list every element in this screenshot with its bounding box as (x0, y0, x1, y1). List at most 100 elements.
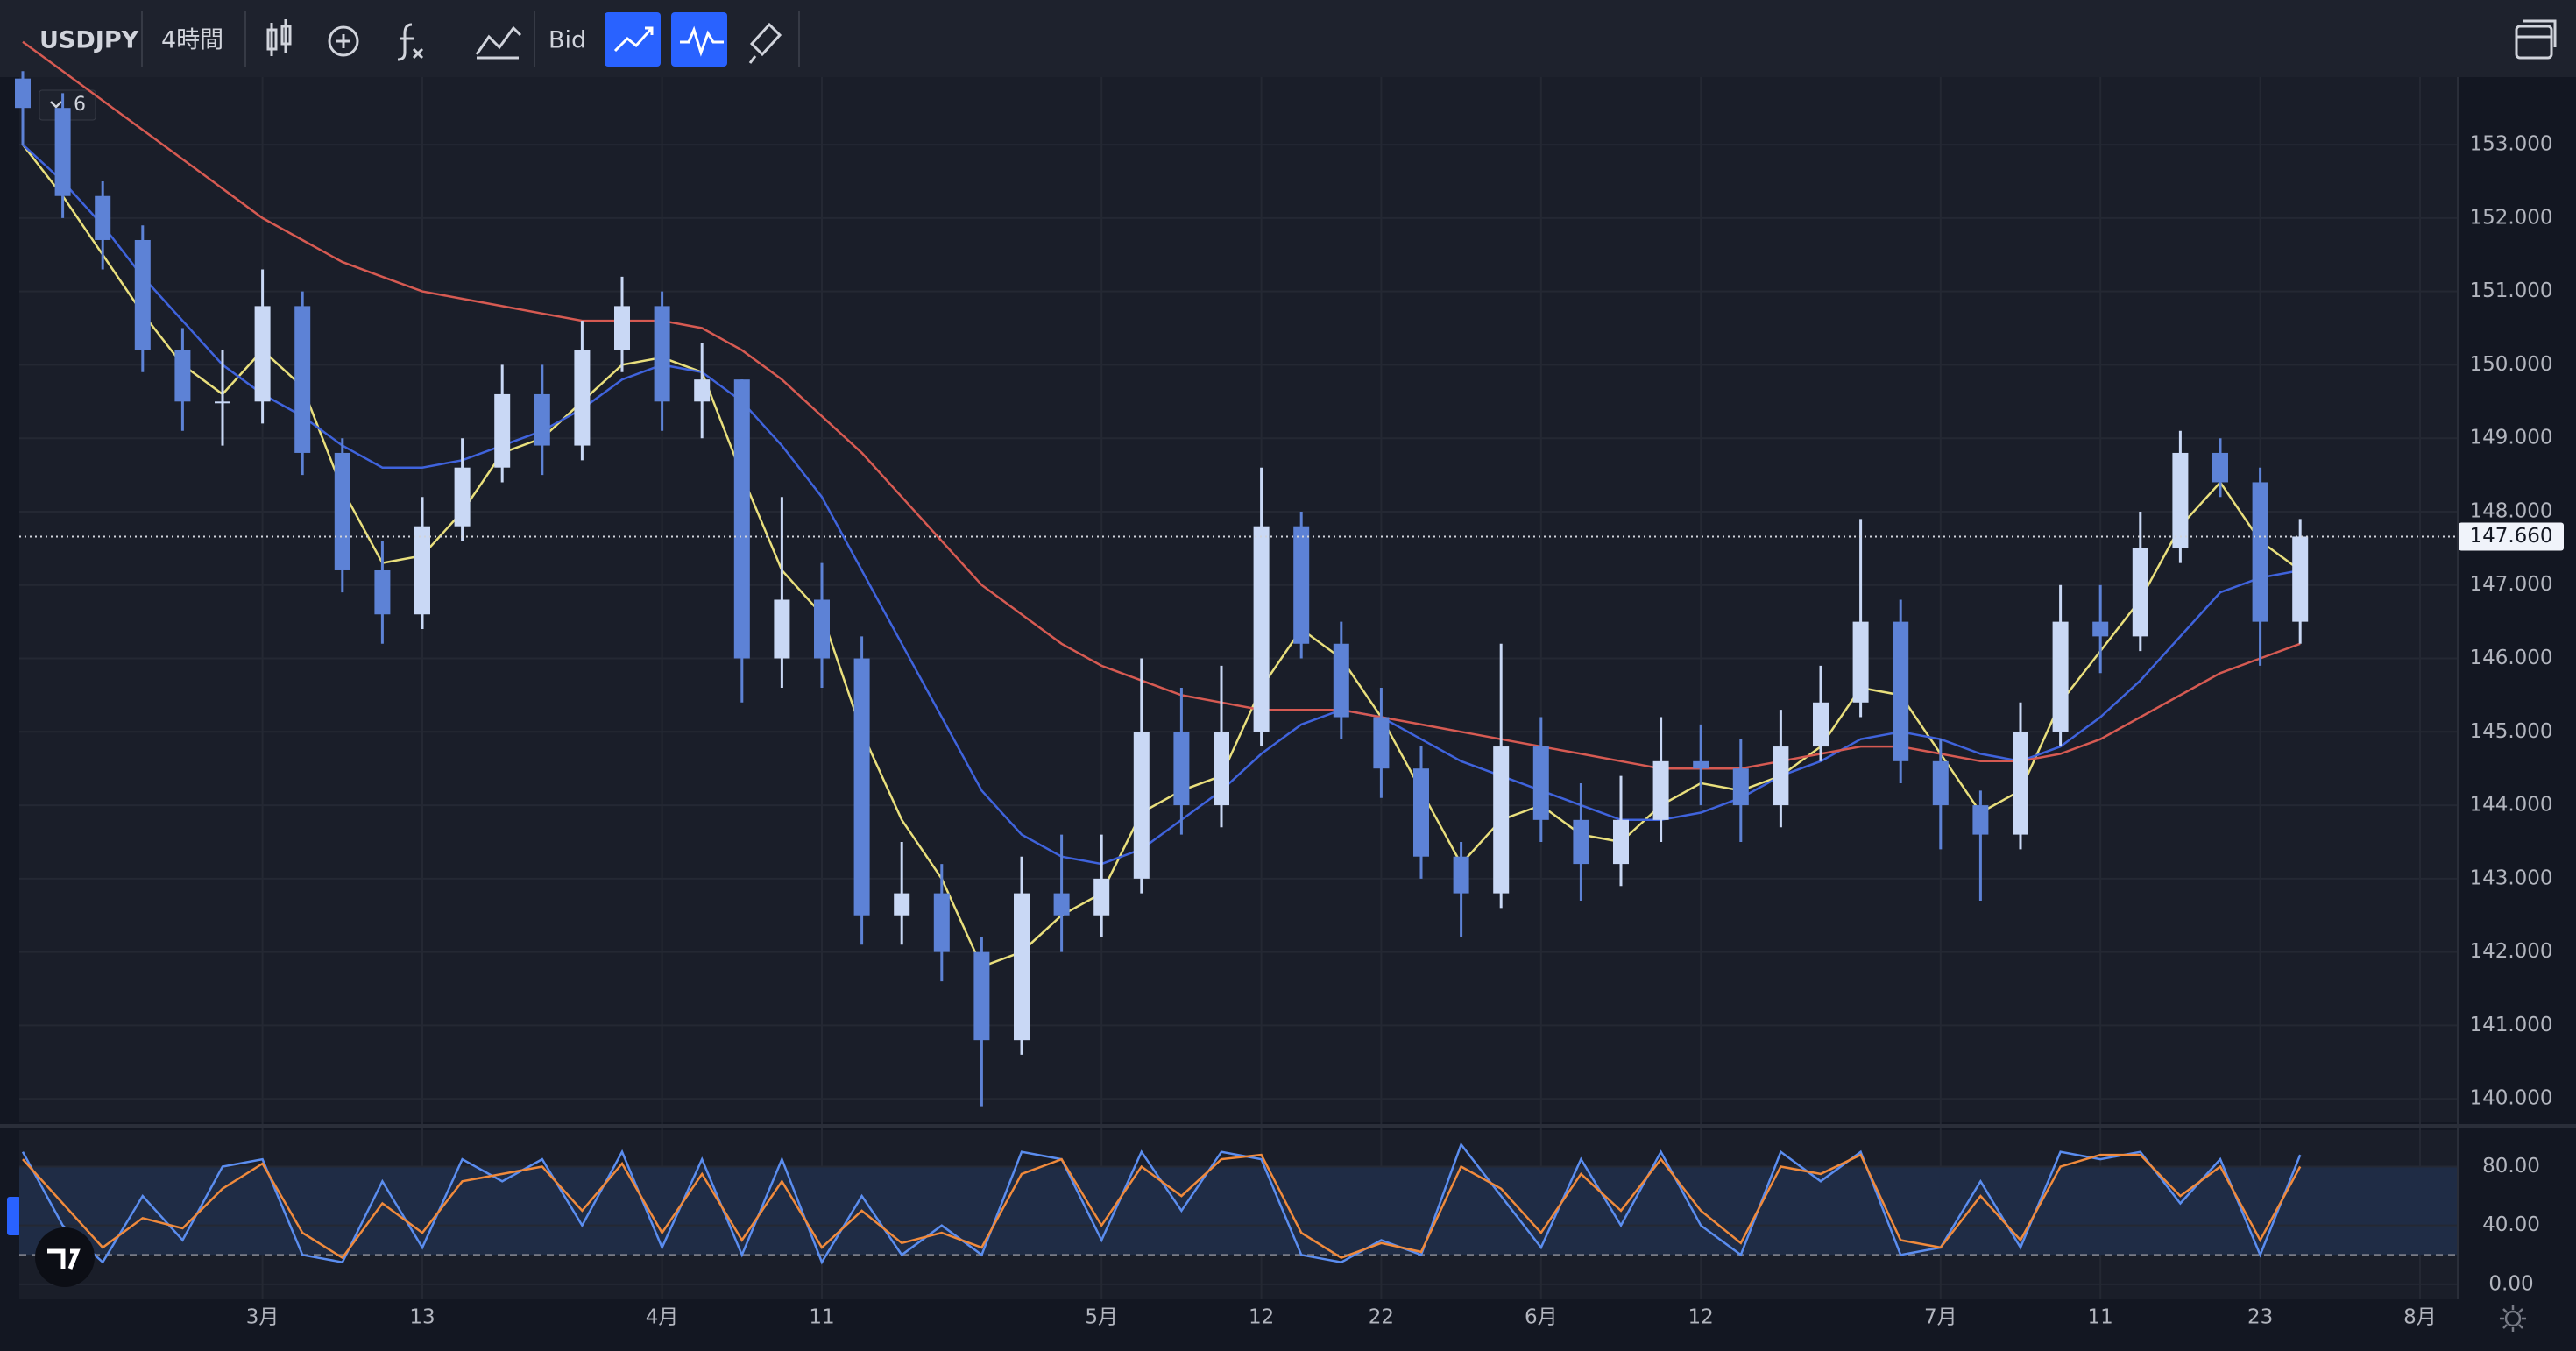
price-type[interactable]: Bid (548, 27, 586, 54)
toggle-button[interactable] (605, 12, 661, 67)
y-tick-label: 144.000 (2469, 794, 2552, 817)
candle-body (454, 467, 471, 527)
settings-icon[interactable] (2500, 1305, 2526, 1332)
candle-body (1532, 746, 1549, 820)
candle-body (54, 108, 71, 196)
candle-body (1972, 805, 1989, 835)
candle-body (254, 306, 271, 402)
candle-body (95, 195, 111, 240)
x-tick-label: 13 (409, 1306, 435, 1329)
candle-body (933, 893, 950, 952)
candle-body (894, 893, 910, 916)
candle-body (1493, 746, 1510, 894)
candle-body (1773, 746, 1789, 806)
y-tick-label: 143.000 (2469, 866, 2552, 889)
candle-body (1732, 768, 1749, 806)
x-tick-label: 8月 (2403, 1306, 2437, 1329)
indicator-line (22, 144, 2301, 968)
y-tick-label: 142.000 (2469, 940, 2552, 963)
candle-body (534, 393, 550, 446)
toolbar (0, 0, 2576, 77)
candle-body (814, 599, 830, 659)
candle-body (1293, 526, 1310, 644)
candle-body (1852, 621, 1869, 703)
candle-body (1453, 856, 1469, 894)
candle-body (1253, 526, 1270, 732)
candle-body (654, 306, 670, 402)
candle-body (1652, 760, 1669, 820)
candle-body (1573, 819, 1589, 865)
candle-body (1214, 732, 1229, 806)
x-tick-label: 22 (1369, 1306, 1394, 1329)
trend-icon (613, 26, 654, 53)
candle-body (973, 951, 990, 1041)
candle-body (2052, 621, 2069, 732)
candle-body (174, 350, 191, 402)
x-tick-label: 11 (2088, 1306, 2113, 1329)
x-tick-label: 7月 (1924, 1306, 1957, 1329)
x-tick-label: 12 (1688, 1306, 1714, 1329)
chevron (50, 101, 62, 109)
candle-body (2172, 452, 2189, 548)
interval[interactable]: 4時間 (161, 27, 223, 54)
candle-body (574, 350, 591, 446)
y-tick-label: 148.000 (2469, 499, 2552, 522)
y-tick-label: 40.00 (2482, 1213, 2540, 1236)
candle-body (1014, 893, 1030, 1041)
candle-body (1093, 878, 1110, 916)
oscillator-icon (680, 25, 724, 57)
candle-body (2292, 536, 2309, 622)
candle-body (1413, 768, 1429, 857)
candle-body (1932, 760, 1949, 806)
candle-body (2013, 732, 2028, 835)
candle-body (1053, 893, 1070, 916)
y-tick-label: 145.000 (2469, 720, 2552, 743)
x-tick-label: 3月 (246, 1306, 280, 1329)
indicator-count[interactable]: 6 (74, 94, 86, 116)
candle-body (215, 401, 230, 404)
candle-body (614, 306, 630, 350)
symbol[interactable]: USDJPY (39, 27, 139, 54)
candle-body (694, 379, 711, 402)
y-tick-label: 150.000 (2469, 353, 2552, 376)
candle-body (1173, 732, 1190, 806)
y-tick-label: 146.000 (2469, 647, 2552, 669)
x-tick-label: 5月 (1085, 1306, 1118, 1329)
y-tick-label: 80.00 (2482, 1155, 2540, 1178)
candle-body (2092, 621, 2109, 637)
toggle-button[interactable] (671, 12, 727, 67)
indicators-icon[interactable] (397, 23, 424, 61)
compare-icon[interactable] (328, 25, 359, 57)
candle-body (134, 239, 151, 350)
candle-body (853, 658, 870, 916)
indicator-line (22, 144, 2301, 866)
drawing-tools-icon[interactable] (748, 22, 782, 64)
pane-handle[interactable] (7, 1197, 21, 1235)
y-tick-label: 151.000 (2469, 279, 2552, 302)
y-tick-label: 141.000 (2469, 1014, 2552, 1036)
indicator-line (22, 40, 2301, 770)
candle-body (1893, 621, 1909, 761)
candle-body (1813, 702, 1829, 747)
last-price-box (2459, 522, 2564, 551)
chart-style-icon[interactable] (475, 25, 522, 60)
candle-type-icon[interactable] (266, 19, 292, 56)
x-tick-label: 23 (2247, 1306, 2273, 1329)
y-tick-label: 153.000 (2469, 133, 2552, 156)
x-tick-label: 4月 (646, 1306, 679, 1329)
logo-mark (47, 1248, 81, 1270)
layout-icon[interactable] (2515, 19, 2557, 60)
candle-body (334, 452, 350, 570)
candle-body (294, 306, 311, 453)
y-tick-label: 149.000 (2469, 427, 2552, 449)
y-tick-label: 140.000 (2469, 1087, 2552, 1110)
y-tick-label: 147.000 (2469, 573, 2552, 596)
candle-body (2252, 482, 2268, 622)
x-tick-label: 6月 (1525, 1306, 1558, 1329)
candle-body (2132, 548, 2148, 637)
candle-body (1333, 643, 1349, 718)
x-tick-label: 12 (1249, 1306, 1274, 1329)
plot-layer (15, 40, 2457, 1299)
